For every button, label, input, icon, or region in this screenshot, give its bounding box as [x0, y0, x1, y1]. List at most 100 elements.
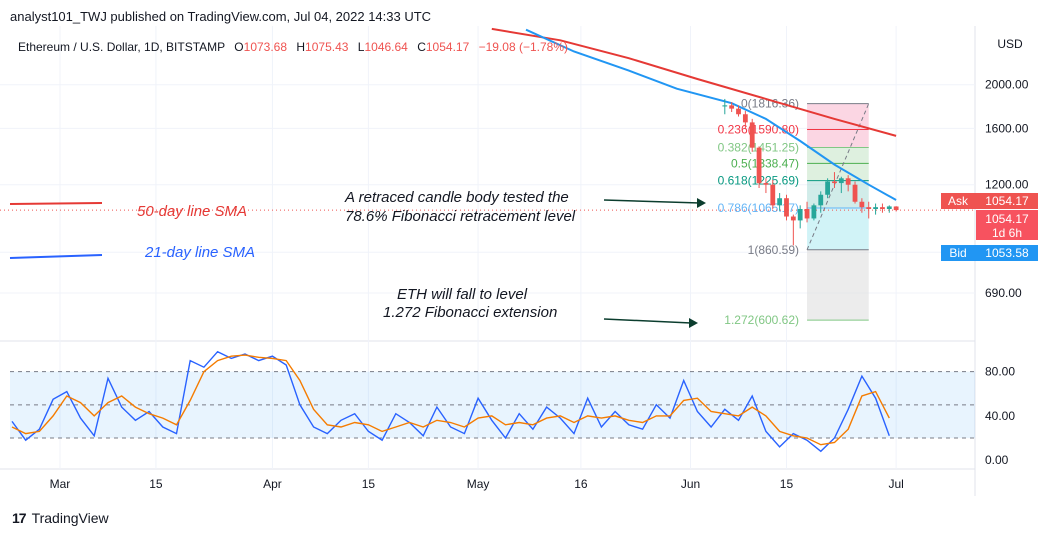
- publish-caption: analyst101_TWJ published on TradingView.…: [10, 9, 432, 24]
- candle-body: [825, 181, 831, 195]
- candle-body: [722, 105, 728, 107]
- ask-price-badge: [976, 193, 1038, 209]
- tradingview-brand: TradingView: [31, 510, 109, 526]
- time-tick-label: Apr: [263, 477, 282, 491]
- annotation-fall-arrowhead: [689, 318, 698, 328]
- candle-body: [770, 184, 776, 206]
- time-axis: Mar 15 Apr 15 May 16 Jun 15 Jul: [50, 477, 904, 491]
- close-value: 1054.17: [426, 40, 470, 54]
- price-tick-label: 2000.00: [985, 78, 1029, 92]
- price-axis: 2000.001600.001200.00850.00690.0080.0040…: [985, 78, 1029, 467]
- rsi-tick-label: 0.00: [985, 453, 1009, 467]
- fib-level-label: 0(1816.36): [741, 97, 799, 111]
- price-tick-label: 1600.00: [985, 121, 1029, 135]
- sma50-legend-line: [9, 202, 103, 205]
- fib-zone: [807, 180, 869, 209]
- rsi-tick-label: 40.00: [985, 409, 1015, 423]
- fib-zone: [807, 249, 869, 321]
- annotation-retrace-arrow: [603, 199, 701, 204]
- bid-badge-label: Bid: [949, 246, 966, 260]
- fib-zone: [807, 208, 869, 250]
- change-value: −19.08 (−1.78%): [479, 40, 568, 54]
- fib-level-label: 0.5(1338.47): [731, 156, 799, 170]
- grid-lines: [0, 26, 975, 469]
- candle-body: [784, 198, 789, 217]
- ask-badge: [941, 193, 976, 209]
- candle-body: [811, 205, 817, 219]
- rsi-ma-line: [11, 354, 890, 446]
- price-chart-svg[interactable]: 2000.001600.001200.00850.00690.0080.0040…: [0, 26, 1049, 496]
- fib-level-label: 0.236(1590.80): [718, 123, 799, 137]
- candle-body: [845, 178, 851, 185]
- chart-area[interactable]: 2000.001600.001200.00850.00690.0080.0040…: [0, 26, 1049, 496]
- high-value: 1075.43: [305, 40, 349, 54]
- candle-body: [866, 207, 872, 209]
- price-tick-label: 690.00: [985, 286, 1022, 300]
- candle-body: [749, 122, 755, 148]
- price-tick-label: 1200.00: [985, 178, 1029, 192]
- candle-body: [736, 108, 741, 115]
- ask-price: 1054.17: [985, 194, 1029, 208]
- candle-body: [859, 201, 865, 208]
- open-value: 1073.68: [244, 40, 288, 54]
- time-tick-label: Jul: [888, 477, 903, 491]
- bar-countdown: 1d 6h: [992, 226, 1022, 240]
- candle-body: [742, 114, 748, 123]
- close-label: C: [417, 40, 426, 54]
- sma21-line: [525, 28, 897, 201]
- tradingview-footer[interactable]: 17 TradingView: [12, 510, 109, 526]
- time-tick-label: 15: [149, 477, 163, 491]
- fib-zone: [807, 129, 869, 148]
- candle-body: [790, 216, 796, 221]
- candle-body: [756, 147, 762, 184]
- time-tick-label: 16: [574, 477, 588, 491]
- high-label: H: [296, 40, 305, 54]
- last-price: 1054.17: [985, 212, 1029, 226]
- candle-body: [804, 208, 810, 219]
- time-tick-label: Jun: [681, 477, 700, 491]
- tradingview-logo-icon: 17: [12, 510, 27, 526]
- time-tick-label: 15: [362, 477, 376, 491]
- candle-body: [777, 198, 783, 206]
- bid-badge: [941, 245, 976, 261]
- annotation-retrace-arrowhead: [697, 198, 706, 208]
- rsi-tick-label: 80.00: [985, 365, 1015, 379]
- candles: [722, 98, 899, 246]
- bid-price-badge: [976, 245, 1038, 261]
- symbol-legend: Ethereum / U.S. Dollar, 1D, BITSTAMP O10…: [18, 40, 568, 54]
- sma50-line: [491, 27, 897, 137]
- time-tick-label: Mar: [50, 477, 71, 491]
- fibonacci-retracement: 0(1816.36) 0.236(1590.80) 0.382(1451.25)0.…: [718, 97, 870, 327]
- candle-body: [818, 194, 824, 206]
- candle-body: [873, 207, 878, 209]
- candle-body: [729, 105, 735, 109]
- candle-body: [838, 178, 844, 184]
- time-tick-label: 15: [780, 477, 794, 491]
- symbol-name: Ethereum / U.S. Dollar, 1D, BITSTAMP: [18, 40, 225, 54]
- fib-level-label: 1.272(600.62): [724, 313, 799, 327]
- fib-zone: [807, 147, 869, 164]
- candle-body: [763, 183, 769, 185]
- annotation-fall-arrow: [603, 318, 692, 324]
- last-price-badge: [976, 210, 1038, 240]
- sma21-legend-line: [9, 254, 103, 259]
- open-label: O: [234, 40, 243, 54]
- fib-level-label: 1(860.59): [748, 243, 799, 257]
- time-tick-label: May: [467, 477, 490, 491]
- candle-body: [832, 181, 837, 184]
- candle-body: [880, 207, 885, 209]
- candle-body: [886, 206, 892, 209]
- candle-body: [893, 206, 899, 211]
- low-value: 1046.64: [364, 40, 408, 54]
- annotation-retrace-line1: A retraced candle body tested the: [344, 189, 569, 206]
- low-label: L: [358, 40, 365, 54]
- currency-label: USD: [997, 37, 1023, 51]
- annotation-fall-line1: ETH will fall to level: [397, 286, 528, 303]
- annotation-retrace-line2: 78.6% Fibonacci retracement level: [345, 208, 576, 225]
- sma50-label: 50-day line SMA: [137, 203, 247, 220]
- fib-level-label: 0.382(1451.25): [718, 141, 799, 155]
- rsi-panel: [10, 350, 975, 453]
- fib-trend-line: [806, 103, 870, 250]
- sma21-label: 21-day line SMA: [144, 244, 255, 261]
- bid-price: 1053.58: [985, 246, 1029, 260]
